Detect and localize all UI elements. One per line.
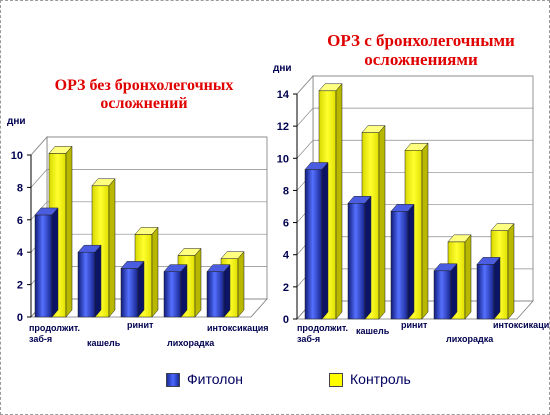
y-tick-label: 2 bbox=[283, 282, 289, 294]
legend-label-fitolon: Фитолон bbox=[187, 371, 244, 387]
chart-1: 0 2 4 6 8 10 дни продолжит. заб-я кашель ринит лихо… bbox=[7, 116, 269, 348]
y-tick-label: 6 bbox=[283, 218, 289, 230]
bar-control-3-side bbox=[464, 234, 472, 320]
y-axis-label: дни bbox=[273, 63, 292, 74]
y-tick-label: 6 bbox=[17, 215, 23, 227]
bar-fitolon-0 bbox=[34, 214, 53, 318]
y-tick-label: 10 bbox=[277, 153, 289, 165]
x-tick-label: интоксикация bbox=[207, 323, 269, 333]
x-tick-label: интоксикация bbox=[493, 320, 549, 330]
bar-fitolon-4 bbox=[476, 264, 495, 320]
y-tick-label: 10 bbox=[11, 150, 23, 162]
y-tick-label: 8 bbox=[17, 182, 23, 194]
bar-control-4-side bbox=[507, 222, 515, 320]
bar-fitolon-2 bbox=[120, 268, 139, 318]
bar-fitolon-2 bbox=[390, 211, 409, 320]
y-tick-label: 8 bbox=[283, 185, 289, 197]
bar-control-4-side bbox=[237, 251, 245, 318]
x-tick-label: продолжит. заб-я bbox=[297, 323, 348, 344]
bar-fitolon-1-side bbox=[364, 195, 372, 320]
gridline bbox=[296, 75, 533, 95]
bar-fitolon-2-side bbox=[137, 260, 145, 318]
y-tick-label: 0 bbox=[283, 314, 289, 326]
bar-fitolon-2-side bbox=[407, 203, 415, 320]
bar-fitolon-3 bbox=[433, 270, 452, 320]
y-tick-label: 0 bbox=[17, 312, 23, 324]
bar-control-2-side bbox=[151, 226, 159, 318]
x-tick-label: ринит bbox=[127, 320, 154, 330]
gridline bbox=[30, 136, 267, 156]
x-tick-label: кашель bbox=[87, 338, 121, 348]
bar-fitolon-3 bbox=[163, 271, 182, 318]
x-tick-label: лихорадка bbox=[446, 334, 494, 344]
bar-control-3-side bbox=[194, 247, 202, 318]
y-tick-label: 4 bbox=[17, 247, 24, 259]
bar-fitolon-1 bbox=[347, 203, 366, 320]
legend-swatch-control bbox=[329, 373, 343, 387]
x-tick-label: ринит bbox=[401, 320, 428, 330]
y-tick-label: 4 bbox=[283, 250, 290, 262]
bar-fitolon-0-side bbox=[51, 207, 59, 318]
y-tick-label: 2 bbox=[17, 280, 23, 292]
x-tick-label: лихорадка bbox=[167, 338, 215, 348]
chart-title-right: ОРЗ с бронхолегочными осложнениями bbox=[327, 31, 515, 69]
bar-control-0-side bbox=[65, 145, 73, 318]
x-tick-label: кашель bbox=[356, 326, 390, 336]
chart-title-left: ОРЗ без бронхолегочных осложнений bbox=[54, 77, 234, 112]
bar-fitolon-1-side bbox=[94, 244, 102, 318]
gridline bbox=[296, 107, 533, 127]
bar-fitolon-4-side bbox=[493, 256, 501, 320]
legend-label-control: Контроль bbox=[350, 371, 411, 387]
x-tick-label: продолжит. заб-я bbox=[29, 323, 80, 344]
bar-fitolon-4 bbox=[206, 271, 225, 318]
gridline bbox=[30, 169, 267, 188]
legend-swatch-fitolon bbox=[166, 373, 180, 387]
bar-fitolon-3-side bbox=[450, 263, 458, 320]
bar-fitolon-4-side bbox=[223, 263, 231, 318]
bar-control-2-side bbox=[421, 142, 429, 320]
y-tick-label: 14 bbox=[277, 89, 290, 101]
bar-fitolon-3-side bbox=[180, 263, 188, 318]
bar-control-0-side bbox=[335, 83, 343, 320]
bar-control-1-side bbox=[108, 178, 116, 318]
bar-control-1-side bbox=[378, 124, 386, 320]
bar-fitolon-0-side bbox=[321, 161, 329, 320]
bar-fitolon-1 bbox=[77, 251, 96, 318]
y-axis-label: дни bbox=[7, 116, 26, 127]
bar-fitolon-0 bbox=[304, 169, 323, 320]
legend: Фитолон Контроль bbox=[161, 369, 461, 391]
gridline bbox=[296, 139, 533, 159]
y-tick-label: 12 bbox=[277, 121, 289, 133]
chart-2: 0 2 4 6 8 10 12 14 дни продолжит. заб-я кашель ринит… bbox=[273, 63, 549, 344]
